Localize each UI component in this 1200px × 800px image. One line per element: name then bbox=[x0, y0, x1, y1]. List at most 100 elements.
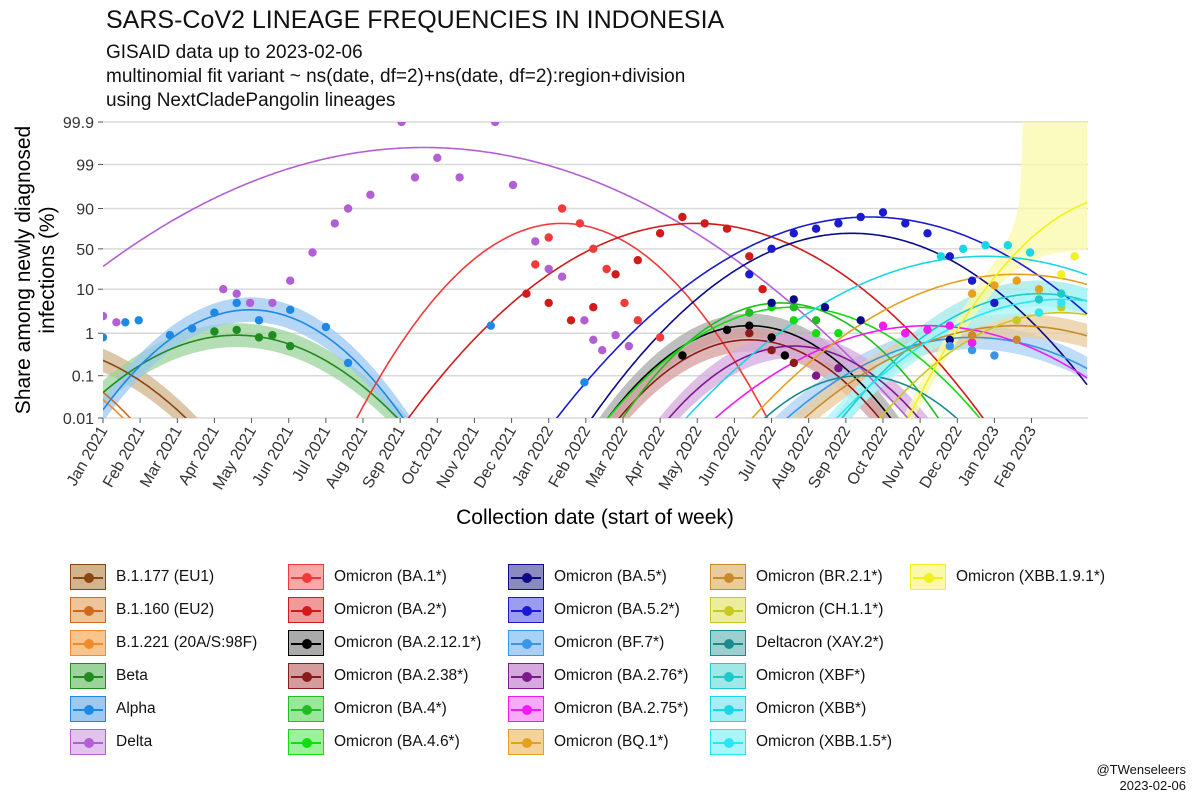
y-axis-label: Share among newly diagnosed bbox=[12, 126, 35, 414]
fit-line bbox=[103, 399, 125, 418]
data-points bbox=[103, 122, 1079, 387]
data-point bbox=[959, 244, 968, 253]
legend-key bbox=[70, 563, 106, 590]
data-point bbox=[767, 244, 776, 253]
legend-item: Omicron (XBF*) bbox=[710, 659, 892, 692]
data-point bbox=[112, 318, 121, 327]
fit-line bbox=[407, 222, 985, 418]
data-point bbox=[589, 244, 598, 253]
confidence-ribbon bbox=[103, 297, 412, 418]
data-point bbox=[580, 378, 589, 387]
data-point bbox=[878, 208, 888, 217]
legend-item: Omicron (BA.1*) bbox=[288, 560, 481, 593]
y-tick-label: 0.1 bbox=[72, 369, 94, 386]
fit-line bbox=[356, 222, 769, 418]
data-point bbox=[633, 256, 642, 265]
legend-item: Omicron (BA.5.2*) bbox=[508, 593, 688, 626]
legend-label: Deltacron (XAY.2*) bbox=[756, 633, 884, 651]
data-point bbox=[767, 333, 776, 342]
fit-line bbox=[555, 216, 1088, 418]
data-point bbox=[856, 316, 865, 325]
legend-label: Alpha bbox=[116, 699, 156, 717]
data-point bbox=[620, 298, 629, 308]
data-point bbox=[945, 341, 954, 351]
legend-key bbox=[710, 629, 746, 656]
legend-key bbox=[508, 728, 544, 755]
data-point bbox=[531, 260, 540, 269]
legend-key bbox=[710, 662, 746, 689]
subtitle-line-3: using NextCladePangolin lineages bbox=[106, 90, 396, 111]
data-point bbox=[745, 270, 754, 279]
data-point bbox=[767, 346, 776, 355]
data-point bbox=[981, 241, 990, 250]
data-point bbox=[366, 190, 375, 199]
y-tick-label: 90 bbox=[76, 201, 94, 218]
data-point bbox=[286, 341, 295, 351]
data-point bbox=[878, 321, 888, 330]
gridlines bbox=[103, 121, 1088, 419]
data-point bbox=[343, 358, 353, 368]
data-point bbox=[286, 305, 295, 314]
data-point bbox=[789, 303, 798, 312]
data-point bbox=[254, 333, 264, 342]
legend-item: Alpha bbox=[70, 692, 257, 725]
legend-item: Beta bbox=[70, 659, 257, 692]
data-point bbox=[834, 329, 843, 338]
legend-key bbox=[508, 629, 544, 656]
fit-line bbox=[751, 273, 1088, 418]
data-point bbox=[967, 289, 977, 298]
legend-item: Omicron (BA.2.12.1*) bbox=[288, 626, 481, 659]
y-tick-label: 99.9 bbox=[63, 115, 94, 132]
data-point bbox=[767, 298, 776, 308]
confidence-ribbon bbox=[902, 122, 1088, 418]
y-tick-label: 0.01 bbox=[63, 411, 94, 428]
data-point bbox=[557, 204, 567, 213]
data-point bbox=[811, 316, 821, 325]
data-point bbox=[700, 219, 709, 228]
data-point bbox=[722, 325, 732, 335]
data-point bbox=[745, 308, 754, 317]
legend-item: Omicron (BA.5*) bbox=[508, 560, 688, 593]
data-point bbox=[780, 351, 790, 360]
data-point bbox=[121, 318, 130, 327]
data-point bbox=[789, 295, 798, 304]
legend-label: Omicron (BF.7*) bbox=[554, 633, 665, 651]
legend-label: Omicron (CH.1.1*) bbox=[756, 600, 884, 618]
confidence-ribbon bbox=[103, 323, 409, 418]
data-point bbox=[219, 285, 228, 294]
data-point bbox=[936, 252, 946, 261]
legend-key bbox=[508, 563, 544, 590]
legend-key bbox=[508, 662, 544, 689]
legend-label: Omicron (BA.5.2*) bbox=[554, 600, 680, 618]
data-point bbox=[575, 219, 585, 228]
y-tick-label: 99 bbox=[76, 157, 94, 174]
legend-column: Omicron (BA.1*) Omicron (BA.2*) Omicron (B… bbox=[288, 560, 481, 758]
confidence-ribbon bbox=[659, 334, 929, 418]
data-point bbox=[232, 325, 241, 335]
data-point bbox=[789, 358, 798, 368]
data-point bbox=[410, 173, 420, 182]
data-point bbox=[544, 233, 553, 242]
legend-key bbox=[288, 629, 324, 656]
legend-label: Omicron (BA.5*) bbox=[554, 567, 667, 585]
legend-label: Omicron (XBB.1.5*) bbox=[756, 732, 893, 750]
legend-label: Omicron (BA.2*) bbox=[334, 600, 447, 618]
legend-item: Omicron (BR.2.1*) bbox=[710, 560, 892, 593]
data-point bbox=[967, 338, 977, 347]
data-point bbox=[1034, 285, 1044, 294]
legend-item: Omicron (BA.2*) bbox=[288, 593, 481, 626]
fit-line bbox=[618, 338, 881, 418]
legend-item: Omicron (XBB.1.9.1*) bbox=[910, 560, 1105, 593]
data-point bbox=[811, 224, 821, 233]
fit-line bbox=[685, 255, 1088, 418]
data-point bbox=[397, 122, 406, 127]
fit-line bbox=[907, 201, 1088, 418]
data-point bbox=[589, 303, 598, 312]
data-point bbox=[1012, 276, 1021, 285]
data-point bbox=[655, 333, 665, 342]
legend-key bbox=[70, 662, 106, 689]
data-point bbox=[967, 346, 977, 355]
data-point bbox=[1057, 270, 1066, 279]
data-point bbox=[945, 252, 954, 261]
data-point bbox=[745, 329, 754, 338]
